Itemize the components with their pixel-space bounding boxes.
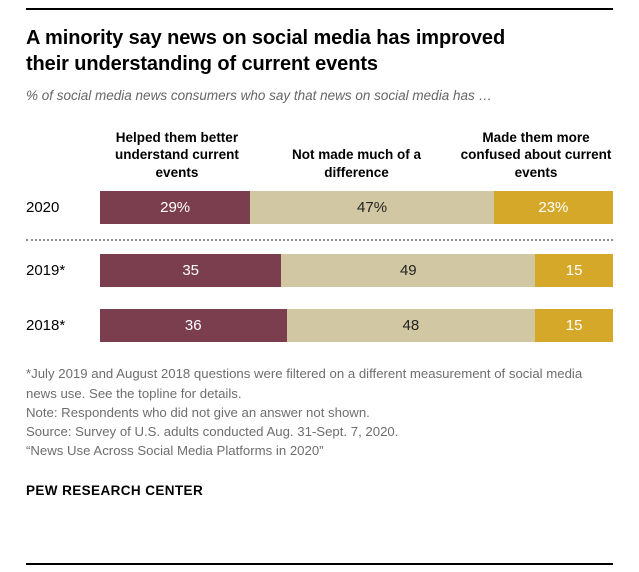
bar-segment: 23% xyxy=(493,191,613,225)
bar-segment: 47% xyxy=(250,191,494,225)
bar-value-label: 35 xyxy=(182,262,200,280)
note-report-title: “News Use Across Social Media Platforms … xyxy=(26,443,324,459)
chart-subtitle: % of social media news consumers who say… xyxy=(26,87,492,103)
bar-segment: 15 xyxy=(535,309,613,343)
bar-segment: 48 xyxy=(286,309,536,343)
bar-value-label: 36 xyxy=(184,317,202,335)
dotted-divider xyxy=(26,239,613,242)
bar-track: 36 48 15 xyxy=(100,309,613,343)
bar-segment: 49 xyxy=(281,254,536,288)
bar-value-label: 23% xyxy=(538,199,569,217)
bar-row-2019: 2019* 35 49 15 xyxy=(26,254,613,288)
bar-value-label: 29% xyxy=(160,199,191,217)
chart-notes: *July 2019 and August 2018 questions wer… xyxy=(26,364,613,460)
bar-row-2020: 2020 29% 47% 23% xyxy=(26,191,613,225)
bottom-rule xyxy=(26,563,613,565)
pew-research-center-wordmark: PEW RESEARCH CENTER xyxy=(26,482,204,498)
row-label: 2019* xyxy=(26,262,66,280)
column-header-confused: Made them more confused about current ev… xyxy=(460,129,612,180)
bar-row-2018: 2018* 36 48 15 xyxy=(26,309,613,343)
column-header-no-difference: Not made much of a difference xyxy=(291,147,421,180)
bar-value-label: 15 xyxy=(565,317,583,335)
bar-track: 35 49 15 xyxy=(100,254,613,288)
bar-value-label: 49 xyxy=(399,262,417,280)
bar-value-label: 15 xyxy=(565,262,583,280)
column-headers: Helped them better understand current ev… xyxy=(100,129,613,182)
bar-segment: 29% xyxy=(100,191,251,225)
note-filter: *July 2019 and August 2018 questions wer… xyxy=(26,366,583,401)
row-label: 2020 xyxy=(26,199,60,217)
note-source: Source: Survey of U.S. adults conducted … xyxy=(26,424,399,440)
bar-segment: 35 xyxy=(100,254,282,288)
bar-track: 29% 47% 23% xyxy=(100,191,613,225)
bar-segment: 15 xyxy=(535,254,613,288)
stacked-bar-chart: 2020 29% 47% 23% 2019* 35 49 15 2018* 36 48 15 xyxy=(26,191,613,343)
note-respondents: Note: Respondents who did not give an an… xyxy=(26,404,370,420)
column-header-helped: Helped them better understand current ev… xyxy=(115,129,239,180)
row-label: 2018* xyxy=(26,317,66,335)
chart-title: A minority say news on social media has … xyxy=(26,27,506,76)
top-rule xyxy=(26,8,613,10)
bar-segment: 36 xyxy=(100,309,287,343)
bar-value-label: 48 xyxy=(402,317,420,335)
bar-value-label: 47% xyxy=(357,199,388,217)
